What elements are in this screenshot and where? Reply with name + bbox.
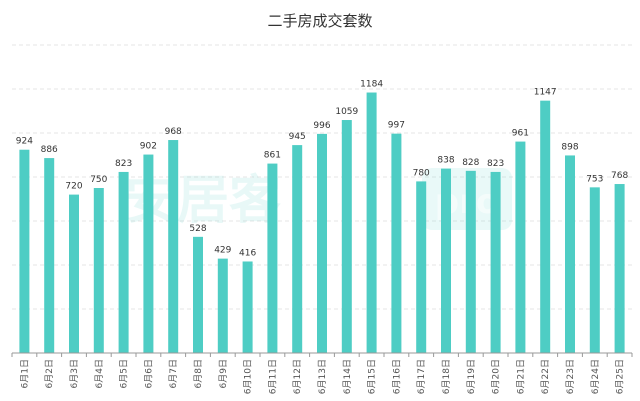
bar	[143, 154, 154, 353]
bar	[242, 261, 253, 353]
x-tick-label: 6月4日	[94, 359, 105, 388]
data-label: 1184	[360, 80, 383, 90]
x-tick-label: 6月22日	[540, 359, 551, 394]
data-label: 429	[214, 246, 231, 256]
x-tick-label: 6月2日	[44, 359, 55, 388]
x-tick-label: 6月25日	[615, 359, 626, 394]
data-label: 720	[65, 182, 82, 192]
data-label: 828	[462, 158, 479, 168]
data-label: 750	[90, 175, 107, 185]
bar	[267, 163, 278, 353]
bar	[540, 100, 551, 353]
x-tick-label: 6月24日	[590, 359, 601, 394]
data-label: 1059	[335, 107, 358, 117]
data-label: 780	[413, 168, 430, 178]
bar	[341, 120, 352, 354]
x-tick-label: 6月15日	[367, 359, 378, 394]
data-label: 968	[165, 127, 182, 137]
data-label: 902	[140, 142, 157, 152]
x-tick-label: 6月13日	[317, 359, 328, 394]
data-label: 1147	[534, 88, 557, 98]
data-label: 996	[313, 121, 330, 131]
value-labels: 924 886 720 750 823 902 968 528 429 416 861 945 996 1…	[16, 80, 629, 259]
bar	[366, 92, 377, 354]
data-label: 528	[189, 224, 206, 234]
bar	[490, 171, 501, 353]
bar	[416, 181, 427, 353]
data-label: 924	[16, 137, 33, 147]
x-tick-label: 6月21日	[515, 359, 526, 394]
x-tick-label: 6月6日	[143, 359, 154, 388]
bar	[19, 149, 30, 353]
data-label: 768	[611, 171, 628, 181]
bar	[441, 168, 451, 353]
bar	[614, 184, 625, 353]
x-tick-label: 6月18日	[441, 359, 452, 394]
data-label: 961	[512, 129, 529, 139]
chart-title: 二手房成交套数	[267, 12, 373, 30]
x-tick-label: 6月1日	[19, 359, 30, 388]
bars	[19, 92, 625, 354]
bar	[168, 140, 179, 353]
bar	[317, 133, 327, 353]
data-label: 838	[437, 156, 454, 166]
data-label: 753	[586, 174, 603, 184]
x-tick-label: 6月19日	[466, 359, 477, 394]
x-tick-label: 6月7日	[168, 359, 179, 388]
x-tick-label: 6月3日	[69, 359, 80, 388]
x-tick-label: 6月20日	[491, 359, 502, 394]
bar	[292, 145, 303, 353]
x-tick-label: 6月5日	[119, 359, 130, 388]
x-tick-label: 6月9日	[218, 359, 229, 388]
bar	[118, 171, 129, 353]
bar	[217, 258, 228, 353]
data-label: 997	[388, 121, 405, 131]
x-tick-label: 6月12日	[292, 359, 303, 394]
data-label: 886	[41, 145, 58, 155]
x-tick-label: 6月10日	[243, 359, 254, 394]
x-tick-label: 6月11日	[267, 359, 278, 394]
bar	[465, 170, 476, 353]
bar	[193, 236, 203, 353]
bar	[515, 141, 526, 353]
x-tick-label: 6月14日	[342, 359, 353, 394]
bar	[44, 158, 55, 353]
x-tick-label: 6月8日	[193, 359, 204, 388]
data-label: 823	[487, 159, 504, 169]
bar	[93, 188, 104, 353]
x-tick-label: 6月17日	[416, 359, 427, 394]
x-tick-label: 6月23日	[565, 359, 576, 394]
data-label: 823	[115, 159, 132, 169]
bar	[69, 194, 79, 353]
bar	[589, 187, 600, 353]
data-label: 861	[264, 151, 281, 161]
x-tick-label: 6月16日	[391, 359, 402, 394]
x-axis: 6月1日 6月2日 6月3日 6月4日 6月5日 6月6日 6月7日 6月8日 6月9日 6月10…	[11, 352, 633, 394]
data-label: 945	[289, 132, 306, 142]
bar	[391, 133, 402, 353]
bar	[565, 155, 575, 353]
data-label: 898	[561, 142, 578, 152]
data-label: 416	[239, 248, 256, 258]
